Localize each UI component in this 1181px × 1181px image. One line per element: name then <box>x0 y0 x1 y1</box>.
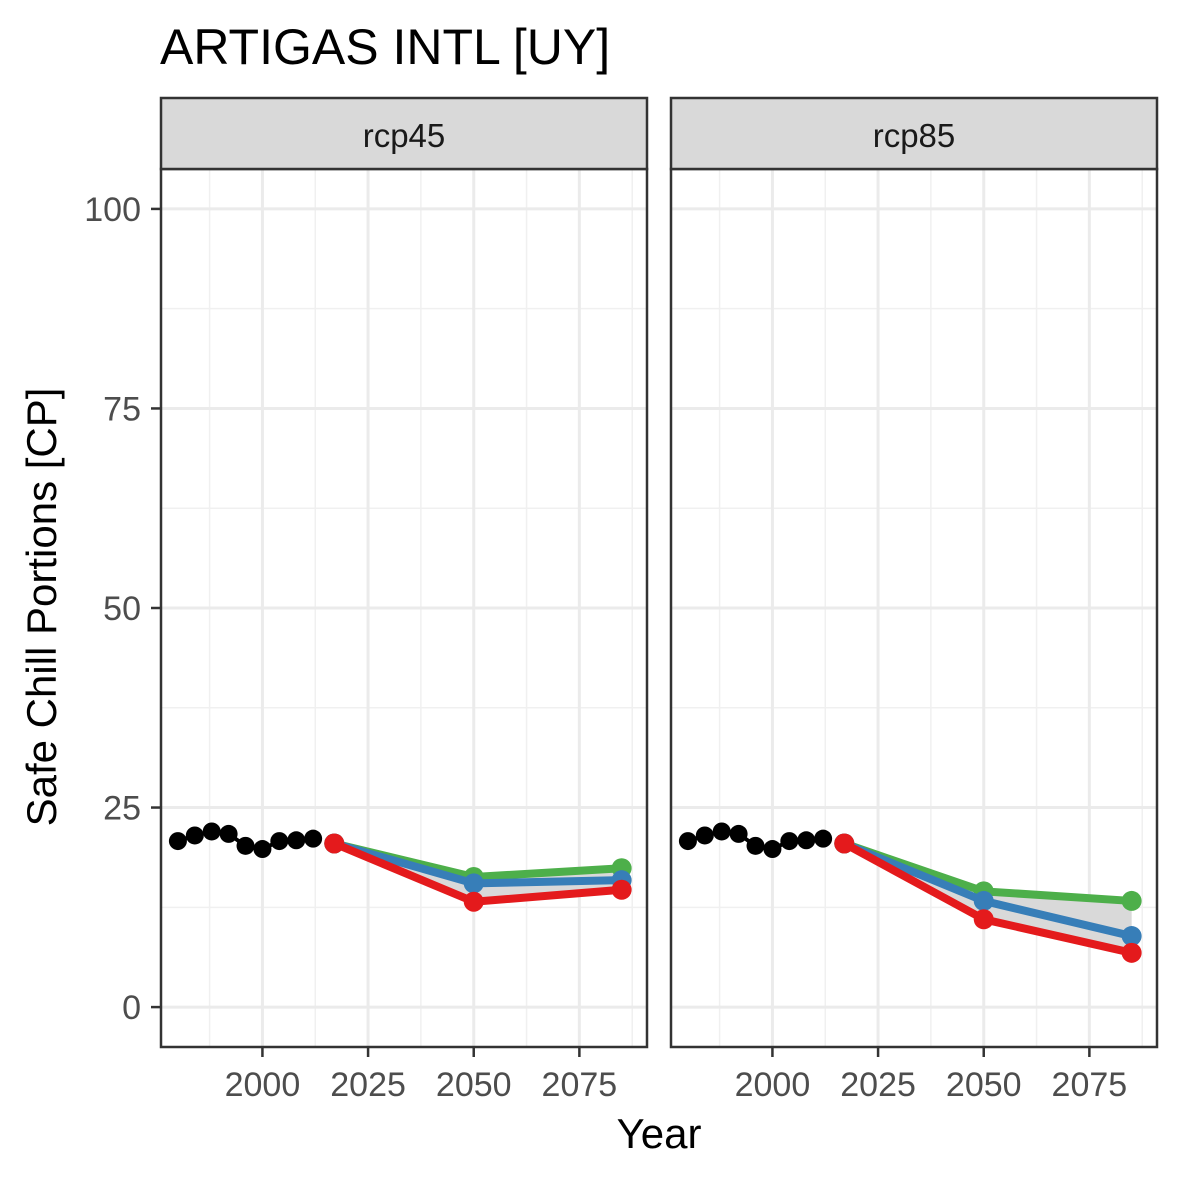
historic-point <box>780 832 799 851</box>
pessimistic-point <box>324 833 345 854</box>
x-tick-label: 2050 <box>946 1066 1022 1104</box>
x-tick-label: 2050 <box>436 1066 512 1104</box>
median-point <box>463 873 484 894</box>
pessimistic-point <box>973 909 994 930</box>
x-tick-label: 2075 <box>1052 1066 1128 1104</box>
y-tick-label: 50 <box>103 590 141 628</box>
pessimistic-point <box>463 891 484 912</box>
historic-point <box>695 826 714 845</box>
historic-point <box>763 840 782 859</box>
historic-point <box>814 829 833 848</box>
historic-point <box>712 822 731 841</box>
x-tick-label: 2025 <box>330 1066 406 1104</box>
y-tick-label: 25 <box>103 790 141 828</box>
y-tick-label: 100 <box>84 191 141 229</box>
y-tick-label: 0 <box>122 989 141 1027</box>
facet-panel-rcp45: rcp45 2000 2025 2050 2075 0 25 50 75 100 <box>84 96 649 1104</box>
historic-point <box>678 832 697 851</box>
historic-point <box>287 831 306 850</box>
optimistic-point <box>1121 890 1142 911</box>
historic-point <box>729 824 748 843</box>
pessimistic-point <box>834 833 855 854</box>
y-tick-label: 75 <box>103 390 141 428</box>
y-axis-label: Safe Chill Portions [CP] <box>18 388 65 827</box>
historic-point <box>746 836 765 855</box>
uncertainty-ribbon <box>334 843 622 902</box>
historic-point <box>304 829 323 848</box>
pessimistic-point <box>1121 942 1142 963</box>
historic-point <box>253 840 272 859</box>
historic-point <box>202 822 221 841</box>
x-tick-label: 2075 <box>542 1066 618 1104</box>
historic-point <box>168 832 187 851</box>
facet-strip-label: rcp85 <box>873 117 956 154</box>
historic-point <box>185 826 204 845</box>
x-tick-label: 2000 <box>735 1066 811 1104</box>
gridlines <box>161 169 647 1047</box>
median-point <box>1121 926 1142 947</box>
historic-point <box>219 824 238 843</box>
historic-point <box>797 831 816 850</box>
x-tick-label: 2000 <box>225 1066 301 1104</box>
historic-point <box>236 836 255 855</box>
facet-strip <box>669 96 1159 171</box>
pessimistic-point <box>611 879 632 900</box>
facet-strip <box>159 96 649 171</box>
facet-strip-label: rcp45 <box>363 117 446 154</box>
x-tick-label: 2025 <box>840 1066 916 1104</box>
chart-title: ARTIGAS INTL [UY] <box>160 19 610 75</box>
x-axis-label: Year <box>617 1110 702 1157</box>
facet-panels: rcp45 2000 2025 2050 2075 0 25 50 75 100 rcp85 2000… <box>84 96 1159 1104</box>
historic-point <box>270 832 289 851</box>
facet-panel-rcp85: rcp85 2000 2025 2050 2075 <box>669 96 1159 1104</box>
median-point <box>973 890 994 911</box>
